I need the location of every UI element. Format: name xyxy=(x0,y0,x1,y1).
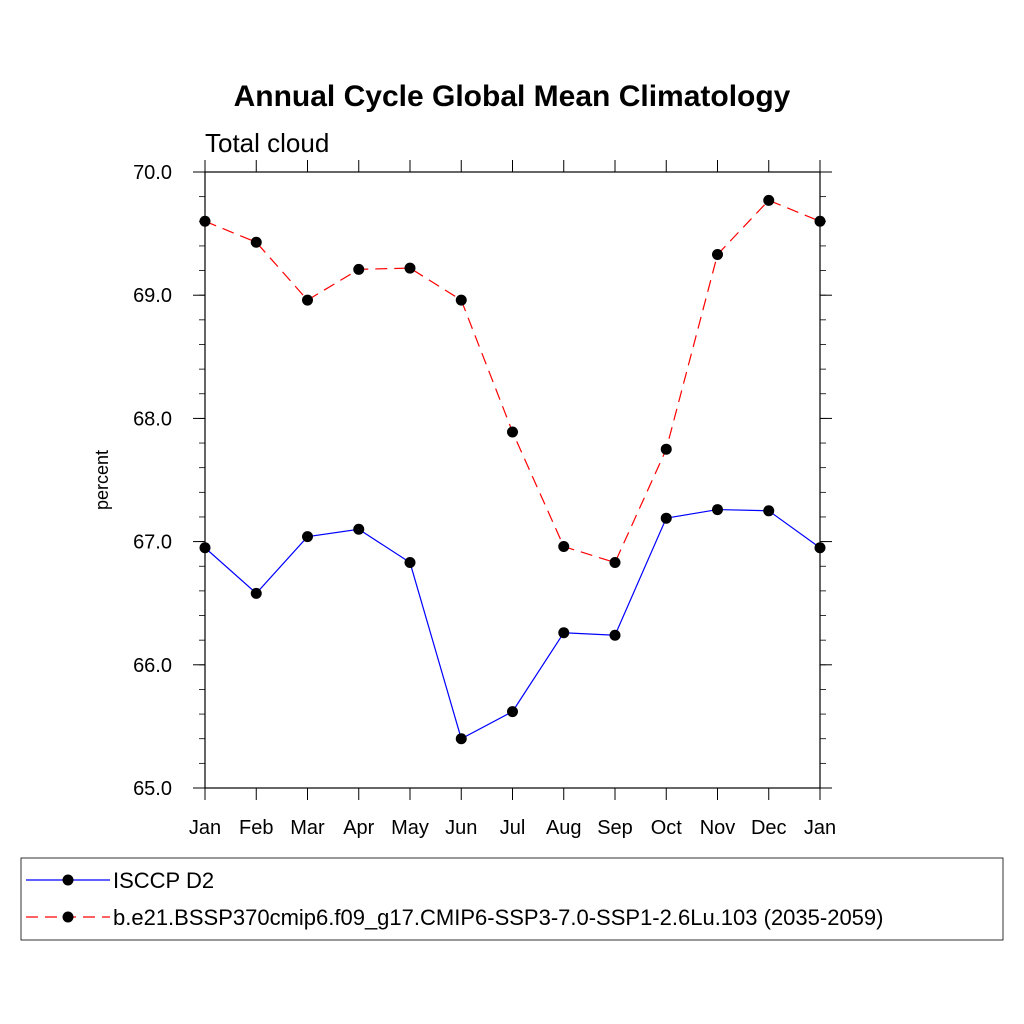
data-point xyxy=(507,706,518,718)
y-tick-labels: 65.0 66.0 67.0 68.0 69.0 70.0 xyxy=(133,162,172,800)
legend-box xyxy=(20,857,1004,941)
data-point xyxy=(199,215,211,227)
data-point xyxy=(763,505,775,517)
x-tick-label: Oct xyxy=(651,817,683,839)
data-point xyxy=(558,627,570,639)
data-point xyxy=(404,262,416,274)
data-point xyxy=(660,512,672,524)
chart-title: Annual Cycle Global Mean Climatology xyxy=(234,80,791,113)
legend-marker xyxy=(62,911,74,923)
data-point xyxy=(455,733,467,745)
chart-subtitle: Total cloud xyxy=(205,128,329,158)
y-tick-label: 65.0 xyxy=(133,778,172,800)
y-tick-label: 67.0 xyxy=(133,532,172,554)
data-point xyxy=(609,629,621,641)
data-point xyxy=(814,542,826,554)
series-line xyxy=(204,199,821,564)
axis-ticks xyxy=(193,160,832,800)
legend-label: ISCCP D2 xyxy=(113,868,214,893)
legend-items: ISCCP D2 b.e21.BSSP370cmip6.f09_g17.CMIP6… xyxy=(26,868,883,930)
x-tick-label: Mar xyxy=(290,817,325,839)
plot-frame xyxy=(204,171,821,789)
y-tick-label: 69.0 xyxy=(133,285,172,307)
data-point xyxy=(609,557,621,569)
y-tick-label: 68.0 xyxy=(133,408,172,430)
legend-marker xyxy=(62,874,74,886)
x-tick-label: Sep xyxy=(597,817,633,839)
data-point xyxy=(455,294,467,306)
y-tick-label: 66.0 xyxy=(133,655,172,677)
x-tick-labels: Jan Feb Mar Apr May Jun Jul Aug Sep Oct Nov Dec Jan xyxy=(189,817,836,839)
x-tick-label: Jul xyxy=(500,817,526,839)
x-tick-label: Aug xyxy=(546,817,582,839)
data-point xyxy=(814,215,826,227)
legend: ISCCP D2 b.e21.BSSP370cmip6.f09_g17.CMIP6… xyxy=(20,857,1004,941)
legend-label: b.e21.BSSP370cmip6.f09_g17.CMIP6-SSP3-7.… xyxy=(113,905,883,930)
data-point xyxy=(302,531,313,543)
series-line xyxy=(204,508,821,740)
data-point xyxy=(250,236,262,248)
y-tick-label: 70.0 xyxy=(133,162,172,184)
data-point xyxy=(712,249,723,261)
series-group xyxy=(199,194,826,745)
x-tick-label: Jan xyxy=(189,817,221,839)
y-axis-label: percent xyxy=(92,450,112,510)
data-point xyxy=(712,504,723,516)
data-point xyxy=(353,523,365,535)
data-point xyxy=(404,557,416,569)
x-tick-label: Dec xyxy=(751,817,787,839)
x-tick-label: Apr xyxy=(343,817,374,839)
data-point xyxy=(660,443,672,455)
x-tick-label: Feb xyxy=(239,817,273,839)
x-tick-label: Jan xyxy=(804,817,836,839)
data-point xyxy=(763,194,775,206)
x-tick-label: Nov xyxy=(700,817,736,839)
data-point xyxy=(353,263,365,275)
x-tick-label: Jun xyxy=(445,817,477,839)
data-point xyxy=(558,541,570,553)
data-point xyxy=(507,426,518,438)
data-point xyxy=(302,294,313,306)
data-point xyxy=(250,587,262,599)
data-point xyxy=(199,542,211,554)
x-tick-label: May xyxy=(391,817,429,839)
